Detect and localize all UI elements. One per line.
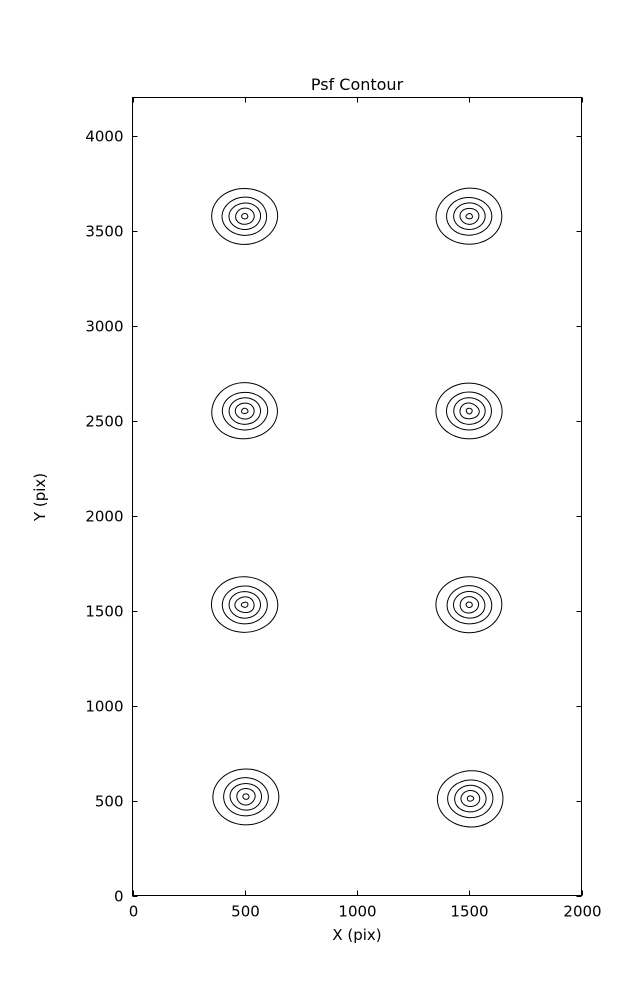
- y-tick-label: 1500: [85, 603, 123, 621]
- contour-ring: [460, 789, 481, 808]
- contour-ring: [465, 213, 473, 220]
- contour-ring: [453, 590, 486, 619]
- x-tick-label: 1000: [338, 903, 376, 921]
- contour-ring: [465, 601, 473, 608]
- contour-ring: [240, 601, 249, 608]
- y-tick-label: 0: [114, 888, 124, 906]
- contour-ring: [235, 207, 255, 225]
- contour-ring: [459, 207, 480, 225]
- contour-ring: [234, 402, 255, 420]
- y-tick-label: 3000: [85, 318, 123, 336]
- contour-ring: [229, 783, 263, 811]
- psf-source: [211, 382, 278, 440]
- contour-ring: [236, 788, 256, 806]
- x-tick-label: 1500: [450, 903, 488, 921]
- x-axis-label: X (pix): [332, 926, 381, 944]
- contour-ring: [221, 585, 268, 625]
- psf-source: [435, 187, 503, 245]
- psf-source: [435, 576, 503, 634]
- y-tick-label: 1000: [85, 698, 123, 716]
- y-tick-label: 4000: [85, 128, 123, 146]
- contour-ring: [228, 591, 262, 619]
- y-tick-label: 500: [95, 793, 124, 811]
- x-tick-label: 0: [129, 903, 139, 921]
- psf-source: [211, 187, 279, 245]
- y-axis-ticks: 0 500 1000 1500 2000 2500 3000 3500 4000: [85, 128, 582, 906]
- psf-source: [436, 770, 504, 828]
- x-tick-label: 2000: [563, 903, 601, 921]
- contour-ring: [446, 196, 493, 236]
- contour-ring: [459, 402, 480, 420]
- contour-ring: [242, 793, 250, 800]
- contour-ring: [436, 770, 504, 828]
- contour-ring: [453, 397, 486, 425]
- contour-ring: [211, 382, 278, 440]
- contour-ring: [212, 768, 280, 826]
- contour-ring: [241, 407, 249, 414]
- page-title: Psf Contour: [311, 75, 404, 94]
- contour-ring: [446, 585, 493, 625]
- contour-ring: [223, 777, 269, 817]
- contour-ring: [228, 397, 262, 425]
- y-tick-label: 2500: [85, 413, 123, 431]
- contour-ring: [210, 576, 279, 633]
- contour-ring: [435, 382, 503, 440]
- contour-sources-layer: [210, 187, 504, 828]
- psf-source: [210, 576, 279, 633]
- contour-ring: [459, 596, 480, 614]
- contour-ring: [445, 391, 492, 431]
- y-tick-label: 3500: [85, 223, 123, 241]
- contour-ring: [447, 779, 494, 819]
- contour-ring: [453, 202, 486, 230]
- contour-ring: [211, 187, 279, 245]
- contour-ring: [241, 213, 249, 220]
- contour-ring: [454, 784, 487, 813]
- contour-ring: [221, 196, 268, 236]
- psf-source: [212, 768, 280, 826]
- psf-source: [435, 382, 503, 440]
- x-tick-label: 500: [231, 903, 260, 921]
- y-tick-label: 2000: [85, 508, 123, 526]
- y-axis-label: Y (pix): [31, 473, 49, 522]
- x-axis-ticks: 0 500 1000 1500 2000: [129, 97, 602, 921]
- contour-ring: [466, 795, 475, 802]
- contour-ring: [228, 202, 262, 231]
- contour-ring: [221, 391, 269, 431]
- contour-ring: [435, 576, 503, 634]
- contour-ring: [435, 187, 503, 245]
- contour-ring: [234, 596, 255, 614]
- contour-ring: [465, 407, 473, 415]
